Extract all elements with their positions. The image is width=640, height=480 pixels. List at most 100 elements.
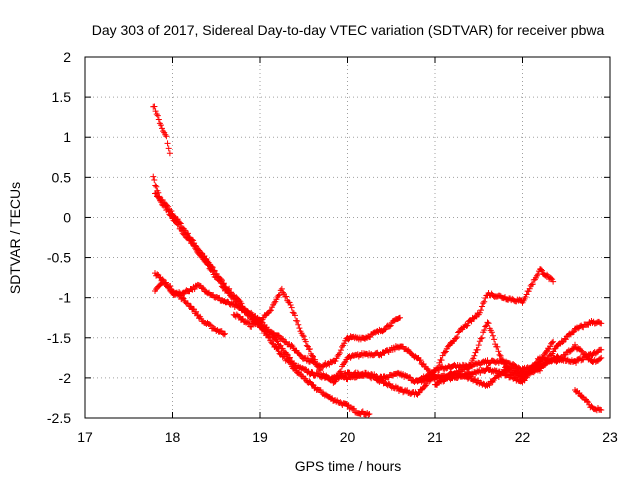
data-point bbox=[533, 359, 540, 366]
data-point bbox=[453, 335, 460, 342]
data-point bbox=[562, 336, 569, 343]
data-point bbox=[278, 285, 285, 292]
data-point bbox=[315, 363, 322, 370]
data-point bbox=[303, 342, 310, 349]
data-point bbox=[154, 271, 161, 278]
data-point bbox=[496, 351, 503, 358]
data-point bbox=[345, 336, 352, 343]
data-point bbox=[285, 355, 292, 362]
data-point bbox=[287, 302, 294, 309]
data-point bbox=[544, 271, 551, 278]
data-point bbox=[312, 356, 319, 363]
data-point bbox=[468, 361, 475, 368]
data-point bbox=[534, 271, 541, 278]
data-point bbox=[296, 325, 303, 332]
data-point bbox=[153, 183, 160, 190]
data-point bbox=[570, 328, 577, 335]
data-point bbox=[499, 357, 506, 364]
data-point bbox=[273, 344, 280, 351]
data-point bbox=[440, 378, 447, 385]
data-point bbox=[153, 111, 160, 118]
data-point bbox=[275, 292, 282, 299]
data-point bbox=[317, 367, 324, 374]
data-point bbox=[167, 283, 174, 290]
data-point bbox=[351, 405, 358, 412]
y-tick-label: 0.5 bbox=[52, 169, 72, 185]
data-point bbox=[292, 312, 298, 319]
data-point bbox=[275, 347, 282, 354]
data-point bbox=[541, 362, 548, 369]
axis-ticks: 17 18 19 20 21 22 23 2 1.5 1 0.5 0 -0.5 -1 -1.5 -2 -2.5 bbox=[47, 49, 618, 445]
data-point bbox=[582, 351, 589, 358]
x-tick-label: 20 bbox=[340, 429, 356, 445]
data-point bbox=[275, 332, 282, 339]
data-point bbox=[523, 291, 530, 298]
y-tick-label: 2 bbox=[63, 49, 71, 65]
data-points bbox=[150, 103, 605, 418]
data-point bbox=[273, 337, 280, 344]
data-point bbox=[156, 195, 163, 202]
data-point bbox=[279, 289, 286, 296]
series-track-e bbox=[152, 277, 228, 338]
y-tick-label: 1.5 bbox=[52, 89, 72, 105]
data-point bbox=[476, 309, 483, 316]
data-point bbox=[417, 357, 424, 364]
data-point bbox=[464, 322, 471, 329]
data-point bbox=[152, 182, 159, 189]
data-point bbox=[559, 355, 566, 362]
data-point bbox=[165, 208, 172, 215]
data-point bbox=[526, 285, 533, 292]
data-point bbox=[159, 125, 165, 132]
data-point bbox=[185, 236, 192, 243]
data-point bbox=[161, 202, 168, 209]
series-track-j bbox=[572, 387, 605, 414]
data-point bbox=[529, 281, 536, 288]
y-tick-label: 1 bbox=[63, 129, 71, 145]
data-point bbox=[220, 331, 227, 338]
data-point bbox=[471, 352, 478, 359]
data-point bbox=[520, 375, 527, 382]
data-point bbox=[584, 398, 591, 405]
data-point bbox=[546, 346, 553, 353]
data-point bbox=[488, 329, 495, 336]
data-point bbox=[498, 356, 505, 363]
data-point bbox=[164, 206, 171, 213]
data-point bbox=[470, 355, 477, 362]
data-point bbox=[276, 291, 283, 298]
x-tick-label: 23 bbox=[602, 429, 618, 445]
data-point bbox=[365, 411, 372, 418]
data-point bbox=[543, 348, 550, 355]
series-track-h bbox=[414, 318, 605, 384]
data-point bbox=[572, 341, 578, 348]
data-point bbox=[299, 332, 306, 339]
data-point bbox=[479, 334, 486, 341]
data-point bbox=[341, 359, 348, 366]
data-point bbox=[477, 335, 484, 342]
data-point bbox=[598, 406, 605, 413]
data-point bbox=[179, 294, 186, 301]
data-point bbox=[438, 357, 445, 364]
data-point bbox=[156, 274, 163, 281]
data-point bbox=[495, 348, 502, 355]
data-point bbox=[217, 280, 224, 287]
data-point bbox=[573, 359, 580, 366]
data-point bbox=[426, 378, 433, 385]
data-point bbox=[444, 375, 451, 382]
series-track-a bbox=[150, 103, 173, 157]
x-tick-label: 21 bbox=[427, 429, 443, 445]
data-point bbox=[540, 362, 547, 369]
data-point bbox=[295, 321, 302, 328]
data-point bbox=[474, 346, 481, 353]
data-point bbox=[304, 355, 311, 362]
y-tick-label: -2.5 bbox=[47, 410, 71, 426]
data-point bbox=[150, 173, 157, 180]
y-tick-label: -1.5 bbox=[47, 330, 71, 346]
data-point bbox=[302, 338, 309, 345]
data-point bbox=[549, 339, 556, 346]
data-point bbox=[486, 382, 493, 389]
x-tick-label: 22 bbox=[515, 429, 531, 445]
data-point bbox=[164, 140, 171, 147]
data-point bbox=[476, 338, 483, 345]
data-point bbox=[598, 354, 605, 361]
x-axis-label: GPS time / hours bbox=[295, 458, 402, 474]
